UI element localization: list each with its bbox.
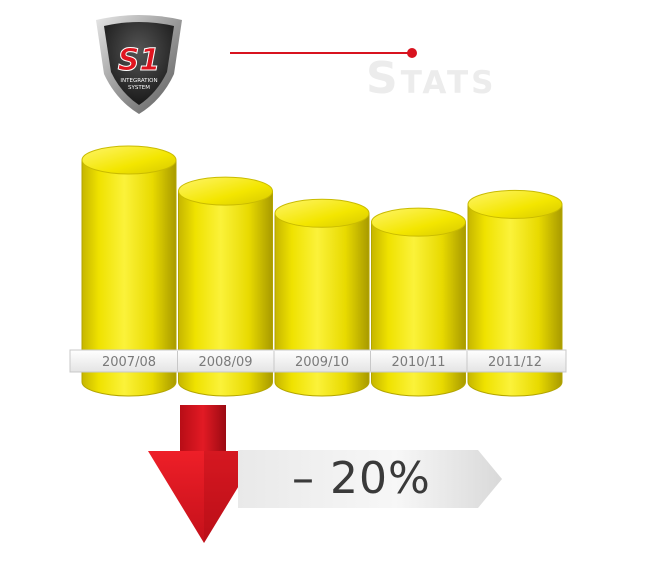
category-label: 2009/10 xyxy=(295,355,349,370)
logo-subtext-2: SYSTEM xyxy=(128,85,150,91)
down-arrow-icon xyxy=(148,405,260,543)
cylinder-bar-chart: 2007/08 2008/09 2009/10 2010/11 2011/12 xyxy=(69,145,567,397)
bar-2007/08 xyxy=(81,145,177,397)
decorative-line xyxy=(230,52,412,54)
logo-mark-text: S1 xyxy=(118,43,160,78)
category-label: 2010/11 xyxy=(391,355,445,370)
s1-logo: S1 INTEGRATION SYSTEM xyxy=(96,15,182,114)
category-label-strip xyxy=(69,349,567,373)
logo-subtext-1: INTEGRATION xyxy=(120,78,157,84)
change-percentage: – 20% xyxy=(292,453,431,504)
category-label: 2008/09 xyxy=(198,355,252,370)
category-labels: 2007/08 2008/09 2009/10 2010/11 2011/12 xyxy=(102,351,542,371)
bar-2011/12 xyxy=(467,189,563,397)
category-label: 2011/12 xyxy=(488,355,542,370)
change-banner xyxy=(238,450,502,508)
decorative-dot xyxy=(407,48,417,58)
bar-2008/09 xyxy=(178,176,273,397)
category-label: 2007/08 xyxy=(102,355,156,370)
page-title: Stats xyxy=(366,53,497,104)
